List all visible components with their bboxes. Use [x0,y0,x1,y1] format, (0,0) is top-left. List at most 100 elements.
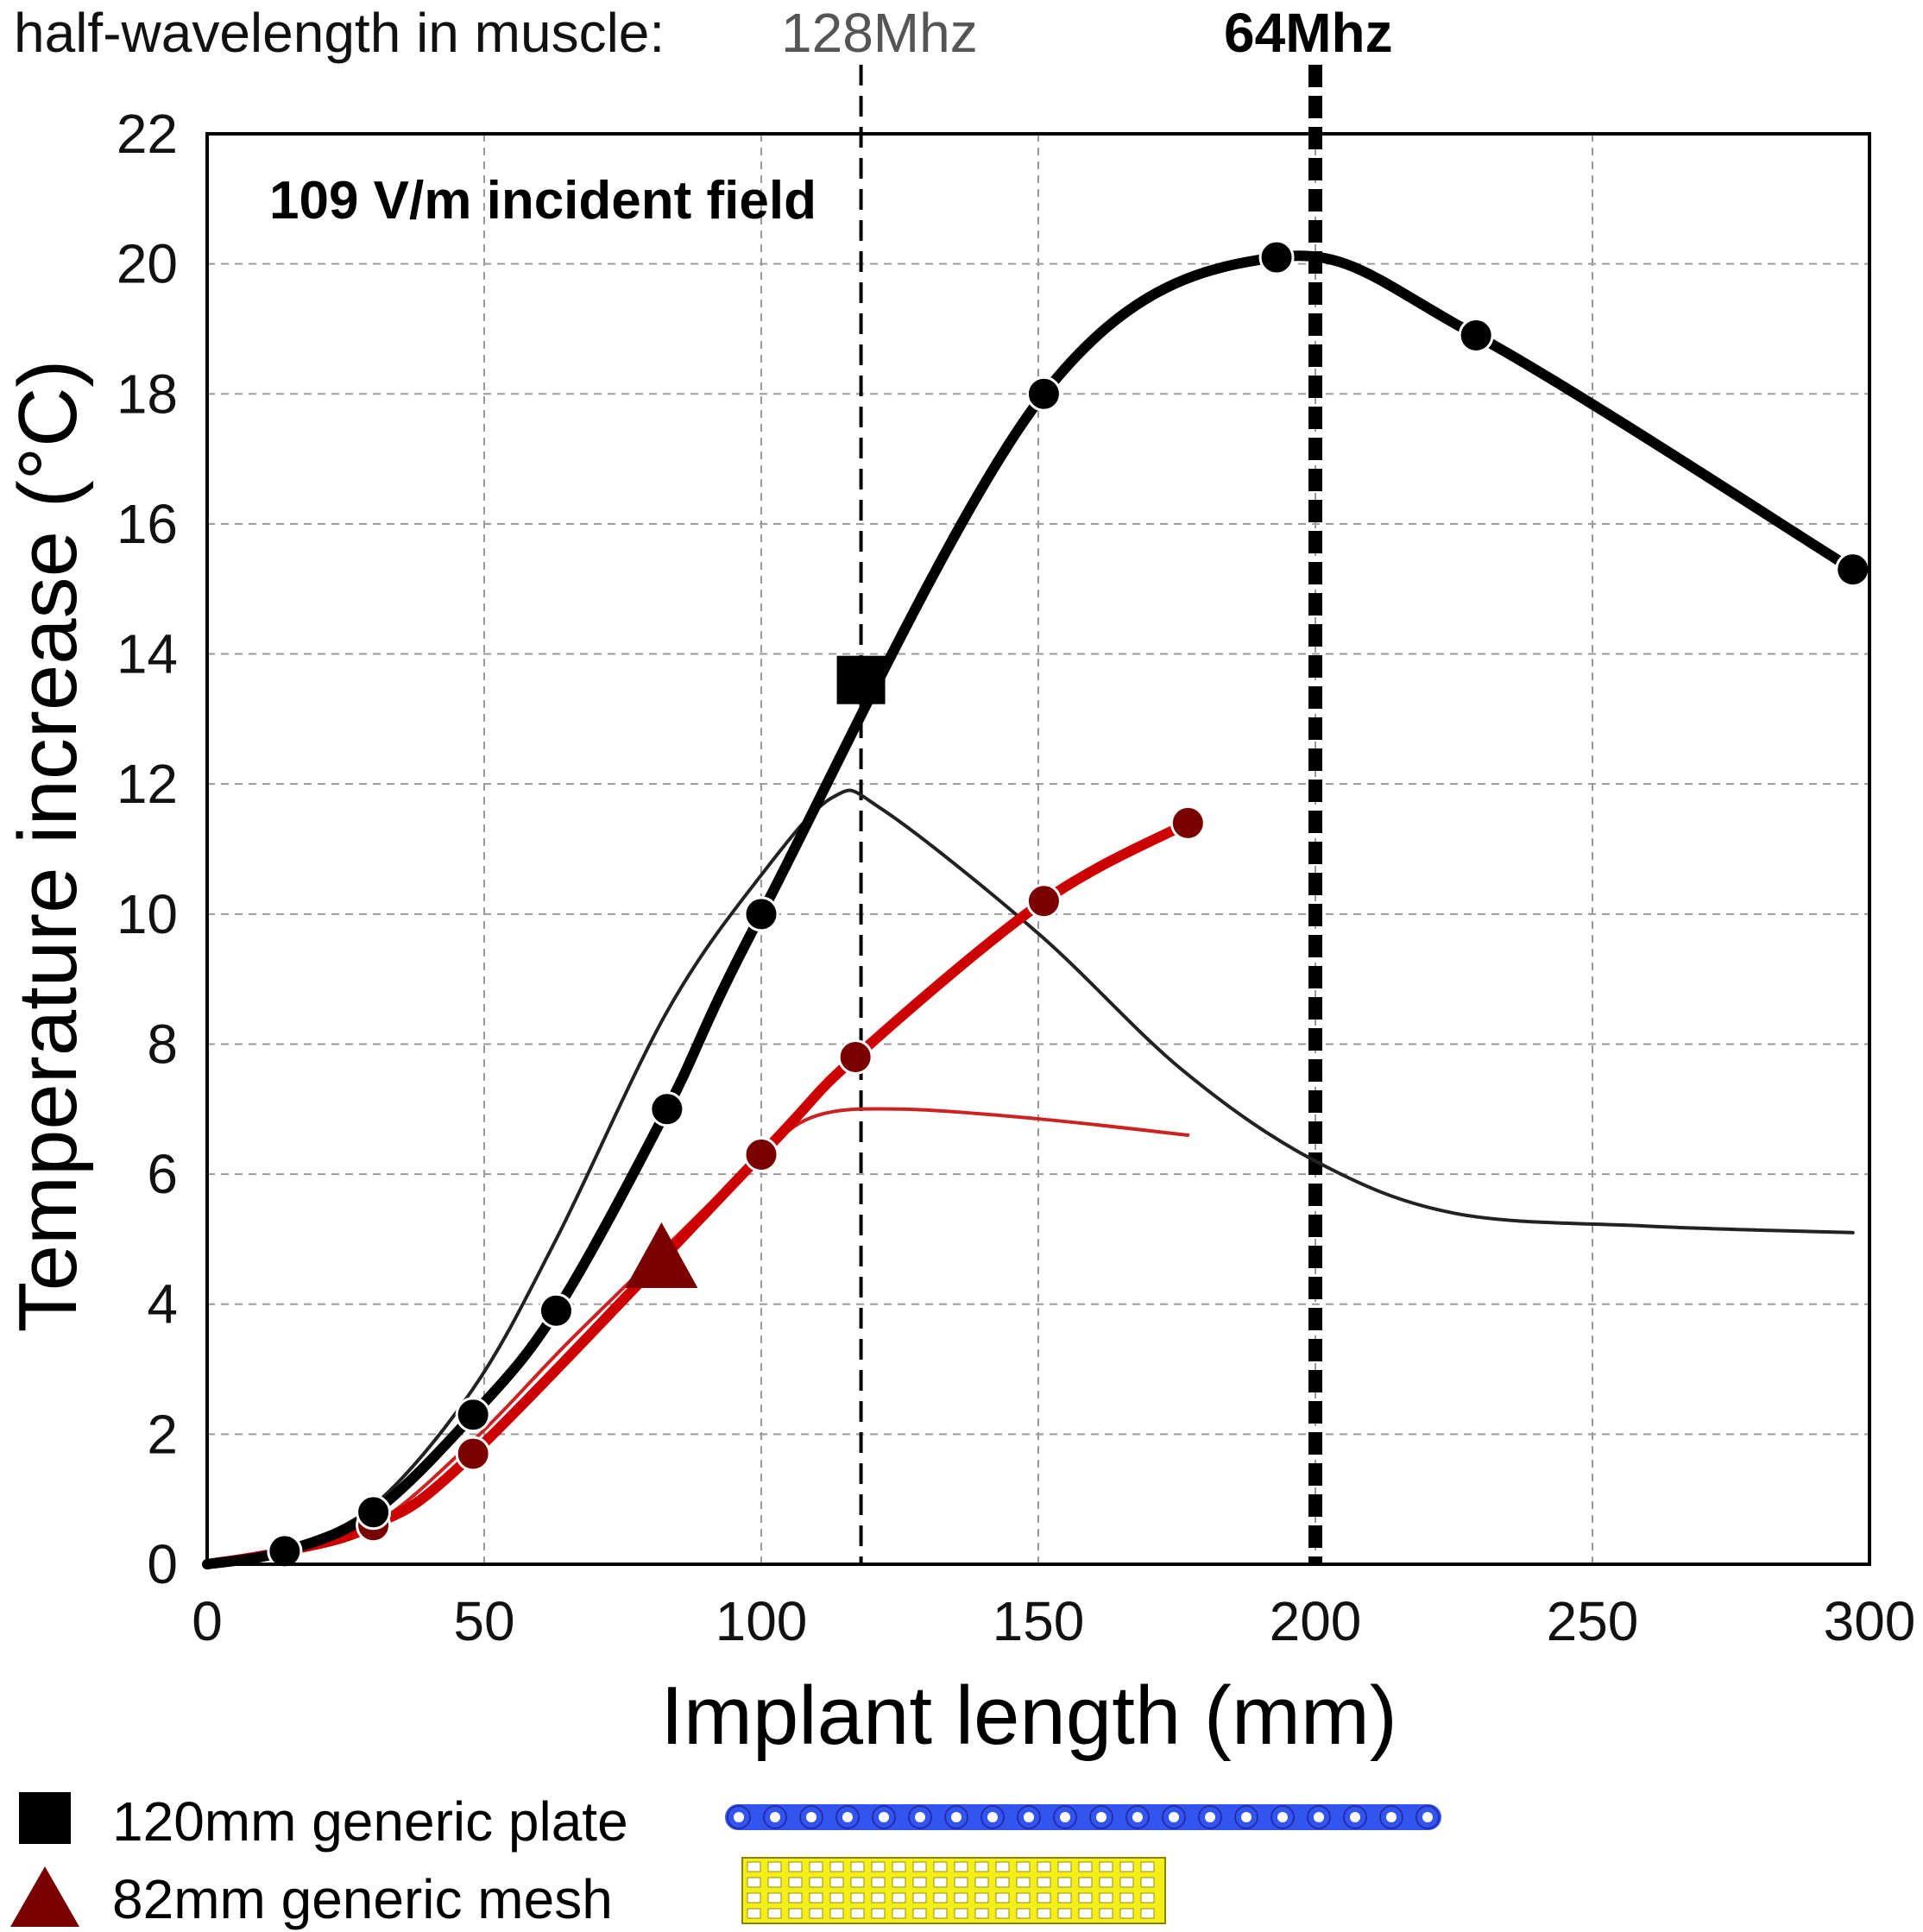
legend-triangle-icon [10,1866,79,1927]
legend-label-mesh: 82mm generic mesh [112,1868,613,1930]
mesh-grid-cell [1037,1861,1051,1872]
mesh-grid-cell [809,1877,823,1888]
legend-square-icon [19,1792,71,1844]
plate-chain-hole [879,1812,889,1822]
mesh-grid-cell [767,1861,782,1872]
mesh-grid-cell [1037,1892,1051,1904]
mesh-grid-cell [871,1892,886,1904]
x-tick-label: 200 [1270,1590,1362,1652]
mesh-grid-cell [912,1908,927,1919]
series-point-0 [538,1292,574,1329]
y-tick-label: 22 [117,103,178,165]
mesh-grid-cell [974,1861,989,1872]
mesh-grid-cell [995,1892,1010,1904]
mesh-grid-cell [788,1877,803,1888]
mesh-grid-cell [892,1892,906,1904]
legend: 120mm generic plate 82mm generic mesh [10,1790,1441,1930]
x-tick-label: 100 [716,1590,808,1652]
mesh-grid-cell [954,1861,968,1872]
mesh-grid-cell [850,1908,865,1919]
y-tick-label: 2 [147,1403,178,1465]
series-point-0 [1025,376,1062,412]
mesh-grid-cell [1057,1908,1072,1919]
mesh-grid-cell [954,1877,968,1888]
series-point-0 [743,896,779,932]
series-point-0 [455,1397,491,1433]
plate-chain-hole [1422,1812,1433,1822]
mesh-grid-cell [788,1892,803,1904]
plate-chain-hole [1205,1812,1215,1822]
y-tick-label: 0 [147,1533,178,1595]
mesh-grid-cell [871,1877,886,1888]
mesh-grid-cell [974,1908,989,1919]
mesh-grid-cell [747,1892,761,1904]
plate-chain-hole [1350,1812,1360,1822]
mesh-grid-cell [1140,1861,1155,1872]
plate-chain-hole [842,1812,853,1822]
mesh-grid-cell [747,1908,761,1919]
mesh-grid-cell [954,1892,968,1904]
mesh-grid-cell [1119,1877,1134,1888]
mesh-grid-cell [829,1908,844,1919]
mesh-triangle-point [625,1222,698,1289]
mesh-grid-cell [1119,1861,1134,1872]
plate-chain-hole [1241,1812,1252,1822]
series-point-1 [837,1039,873,1076]
mesh-grid-cell [829,1877,844,1888]
mesh-grid-cell [1078,1908,1093,1919]
x-tick-label: 250 [1547,1590,1639,1652]
mesh-grid-cell [850,1877,865,1888]
series-point-0 [1835,552,1871,588]
plate-chain-hole [915,1812,925,1822]
incident-field-annotation: 109 V/m incident field [269,171,816,230]
plate-chain-hole [951,1812,962,1822]
wavelength-markers [859,65,1322,1564]
mesh-grid-cell [1119,1908,1134,1919]
mesh-grid-cell [809,1892,823,1904]
mesh-grid-cell [995,1861,1010,1872]
series-point-0 [356,1494,392,1531]
mesh-grid-cell [995,1908,1010,1919]
plate-chain-hole [806,1812,816,1822]
mesh-grid-cell [1016,1877,1031,1888]
y-axis-title: Temperature increase (°C) [2,360,94,1333]
plate-chain-hole [1169,1812,1179,1822]
plate-chain-hole [1060,1812,1070,1822]
y-tick-label: 20 [117,233,178,295]
series-point-0 [1458,317,1494,353]
mesh-grid-cell [1016,1892,1031,1904]
mesh-grid-cell [747,1877,761,1888]
series-point-1 [1170,805,1206,841]
x-tick-label: 0 [192,1590,223,1652]
series-line-2 [205,788,1855,1566]
plate-chain-hole [1314,1812,1324,1822]
mesh-grid-cell [809,1908,823,1919]
mesh-grid-cell [1140,1877,1155,1888]
series-point-0 [267,1533,303,1569]
x-tick-label: 300 [1824,1590,1916,1652]
mesh-grid-picture [741,1857,1166,1924]
mesh-grid-cell [892,1908,906,1919]
mesh-grid-cell [912,1892,927,1904]
mesh-grid-cell [1057,1877,1072,1888]
mesh-grid-cell [788,1861,803,1872]
grid-lines [206,133,1870,1565]
mesh-grid-cell [1078,1861,1093,1872]
mesh-grid-cell [892,1877,906,1888]
header-label-64mhz: 64Mhz [1224,2,1393,64]
y-tick-label: 8 [147,1013,178,1075]
mesh-grid-cell [1119,1892,1134,1904]
mesh-grid-cell [829,1861,844,1872]
plate-chain-bar [725,1804,1441,1830]
mesh-grid-cell [871,1908,886,1919]
plate-chain-hole [1386,1812,1397,1822]
mesh-grid-cell [1099,1892,1113,1904]
y-tick-label: 10 [117,883,178,945]
mesh-grid-cell [1016,1908,1031,1919]
y-tick-label: 16 [117,493,178,555]
y-tick-label: 4 [147,1273,178,1335]
mesh-grid-cell [1057,1892,1072,1904]
series-line-1 [202,818,1194,1569]
plot-frame [205,132,1871,1566]
